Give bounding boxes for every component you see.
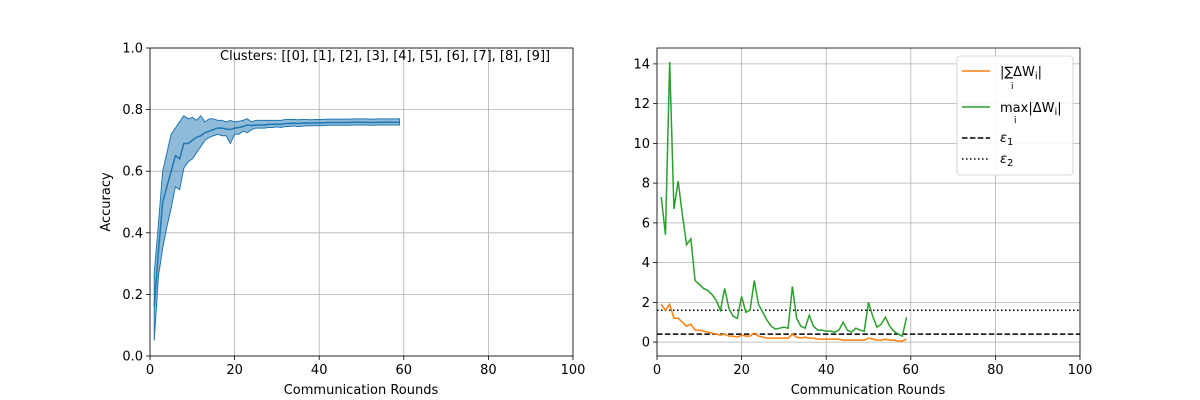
legend-label-epsilon-1: ε1	[1000, 131, 1013, 148]
accuracy-plot-area	[153, 114, 401, 341]
legend-box	[956, 55, 1074, 176]
legend-max-index: i	[1014, 116, 1017, 126]
y-tick-label: 14	[633, 57, 650, 72]
x-tick-label: 60	[396, 363, 413, 378]
x-tick-label: 0	[146, 363, 154, 378]
x-tick-label: 20	[733, 363, 750, 378]
legend-sum-index: i	[1011, 82, 1014, 92]
x-tick-label: 80	[987, 363, 1004, 378]
accuracy-x-axis-label: Communication Rounds	[284, 383, 439, 398]
max-delta-line	[660, 61, 908, 338]
x-tick-label: 100	[561, 363, 586, 378]
sum-delta-line	[660, 302, 907, 342]
y-tick-label: 2	[642, 296, 650, 311]
accuracy-chart: 0 20 40 60 80 100 0.0 0.2 0.4 0.6 0.8 1.0 Clusters:…	[99, 42, 585, 399]
legend: |∑ΔWi| i max|ΔWi| i ε1 ε2	[956, 55, 1074, 176]
y-tick-label: 0.8	[122, 103, 143, 118]
y-tick-label: 0.0	[122, 350, 143, 365]
legend-label-max-delta: max|ΔWi|	[1000, 101, 1062, 118]
accuracy-confidence-band	[153, 114, 401, 341]
y-tick-label: 12	[633, 97, 650, 112]
clusters-annotation: Clusters: [[0], [1], [2], [3], [4], [5],…	[220, 49, 550, 64]
weight-update-plot-area	[657, 61, 1080, 342]
y-tick-label: 0.2	[122, 288, 143, 303]
weight-update-axes-frame	[656, 47, 1081, 357]
accuracy-axes-frame	[149, 47, 574, 357]
x-tick-label: 100	[1068, 363, 1093, 378]
y-tick-label: 0	[642, 336, 650, 351]
y-tick-label: 10	[633, 137, 650, 152]
x-tick-label: 80	[480, 363, 497, 378]
weight-update-x-axis-label: Communication Rounds	[791, 383, 946, 398]
y-tick-label: 0.4	[122, 226, 143, 241]
accuracy-ticks: 0 20 40 60 80 100 0.0 0.2 0.4 0.6 0.8 1.0	[122, 42, 585, 379]
accuracy-mean-line	[153, 121, 400, 307]
weight-update-chart: 0 20 40 60 80 100 0 2 4 6 8 10 12 14 Communication Ro…	[633, 47, 1092, 398]
x-tick-label: 0	[653, 363, 661, 378]
legend-label-epsilon-2: ε2	[1000, 152, 1013, 169]
accuracy-y-axis-label: Accuracy	[99, 172, 114, 232]
x-tick-label: 40	[818, 363, 835, 378]
legend-label-sum-delta: |∑ΔWi|	[1000, 65, 1042, 82]
weight-update-ticks: 0 20 40 60 80 100 0 2 4 6 8 10 12 14	[633, 57, 1092, 378]
x-tick-label: 40	[311, 363, 328, 378]
y-tick-label: 0.6	[122, 165, 143, 180]
y-tick-label: 6	[642, 216, 650, 231]
x-tick-label: 60	[903, 363, 920, 378]
x-tick-label: 20	[226, 363, 243, 378]
y-tick-label: 1.0	[122, 42, 143, 57]
y-tick-label: 8	[642, 177, 650, 192]
y-tick-label: 4	[642, 256, 650, 271]
accuracy-grid	[149, 47, 574, 357]
